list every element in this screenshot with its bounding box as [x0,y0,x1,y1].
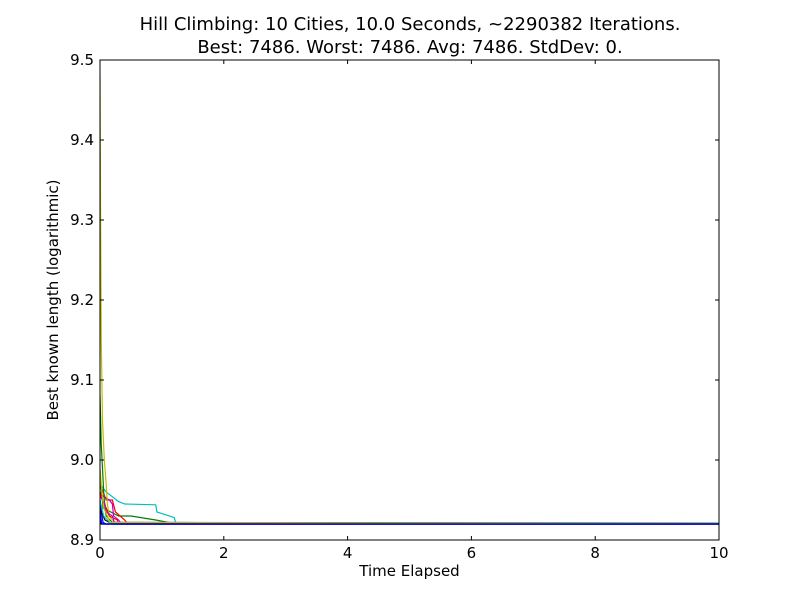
chart-title-line2: Best: 7486. Worst: 7486. Avg: 7486. StdD… [197,37,622,58]
series-line-10 [100,491,719,525]
x-tick-label: 8 [590,544,600,562]
chart-title-line1: Hill Climbing: 10 Cities, 10.0 Seconds, … [140,14,681,35]
series-line-2 [100,475,719,525]
series-line-6 [100,75,719,524]
series-line-5 [100,491,719,525]
x-axis-label: Time Elapsed [358,562,459,580]
y-tick-label: 9.5 [70,51,94,69]
series-line-15 [100,507,719,525]
y-tick-label: 9.0 [70,451,94,469]
y-axis-label: Best known length (logarithmic) [44,180,62,421]
y-tick-label: 9.2 [70,291,94,309]
y-axis: 8.9 9.0 9.1 9.2 9.3 9.4 9.5 [70,51,719,549]
x-axis: 0 2 4 6 8 10 [95,60,729,562]
series-line-3 [100,483,719,525]
x-tick-label: 0 [95,544,105,562]
x-tick-label: 6 [467,544,477,562]
y-tick-label: 9.1 [70,371,94,389]
series-line-11 [100,499,719,525]
x-tick-label: 4 [343,544,353,562]
series-line-9 [100,395,719,524]
series-line-12 [100,495,719,525]
series-line-7 [100,507,719,525]
y-tick-label: 8.9 [70,531,94,549]
series-layer [100,75,719,525]
series-line-4 [100,483,719,525]
plot-frame [99,59,720,541]
series-line-1 [100,499,719,525]
y-tick-label: 9.3 [70,211,94,229]
x-tick-label: 10 [709,544,728,562]
series-line-13 [100,467,719,525]
y-tick-label: 9.4 [70,131,94,149]
x-tick-label: 2 [219,544,229,562]
